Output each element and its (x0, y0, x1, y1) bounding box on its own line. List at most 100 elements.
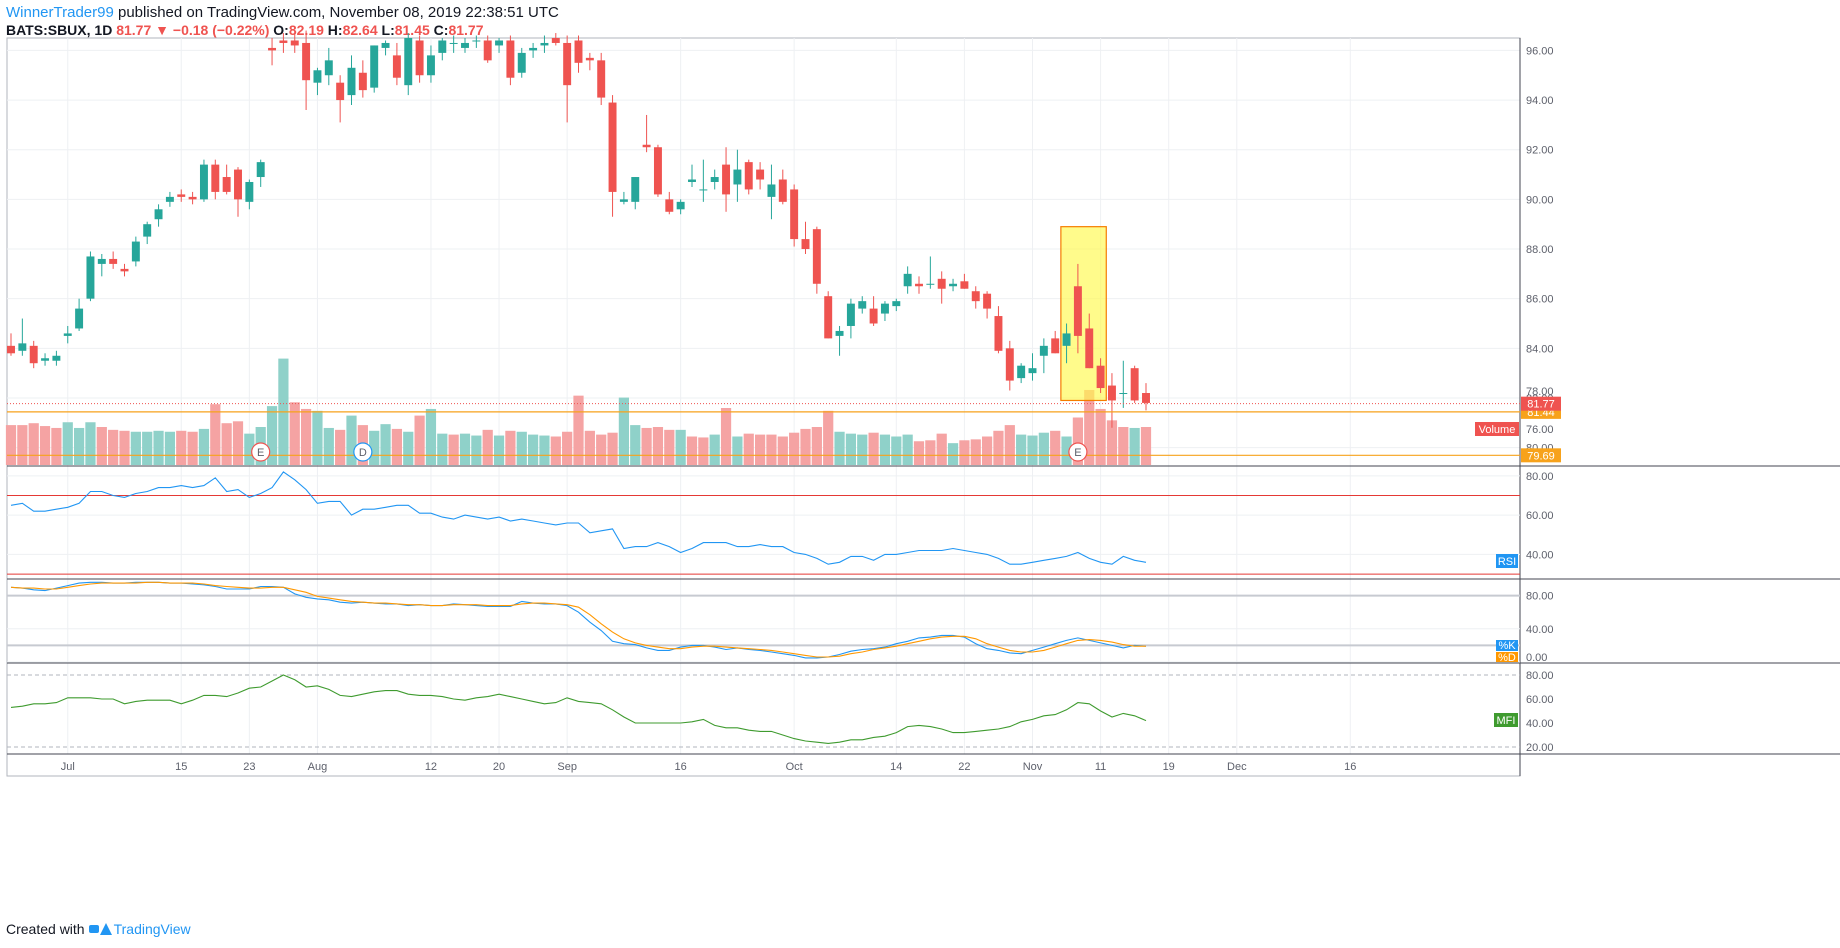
candle (869, 296, 878, 326)
volume-bar (777, 436, 788, 465)
candle-body (483, 40, 492, 61)
candle (994, 306, 1003, 354)
candle (75, 298, 84, 331)
candle-body (801, 239, 810, 250)
candle-body (154, 209, 163, 220)
candle (608, 95, 617, 217)
candle-body (1051, 338, 1060, 354)
candle (903, 266, 912, 294)
candle-body (619, 199, 628, 202)
earnings-marker (251, 442, 271, 462)
volume-bar (959, 440, 970, 465)
candle (18, 318, 27, 356)
candle-body (563, 42, 572, 86)
candle-body (472, 40, 481, 42)
volume-bar (187, 431, 198, 465)
candle (438, 38, 447, 61)
price-tick-label: 92.00 (1526, 145, 1554, 157)
stoch-tick-label: 80.00 (1526, 591, 1554, 603)
created-with-text: Created with (6, 921, 85, 937)
published-text: published on TradingView.com, November 0… (113, 4, 559, 21)
volume-bar (789, 432, 800, 465)
candle (1085, 313, 1094, 369)
chart-header: WinnerTrader99 published on TradingView.… (0, 0, 1840, 44)
candle-body (392, 55, 401, 78)
candle-body (1005, 348, 1014, 381)
x-tick-label: Oct (786, 761, 803, 773)
candle (1028, 353, 1037, 381)
candle-body (960, 281, 969, 289)
candle-body (199, 164, 208, 200)
volume-bar (1129, 427, 1140, 465)
candle (381, 40, 390, 56)
candle (268, 38, 277, 66)
volume-bar (1106, 420, 1118, 465)
candle (563, 35, 572, 123)
candle-body (506, 40, 515, 78)
stoch-d-label: %D (1498, 652, 1516, 664)
volume-bar (902, 434, 913, 465)
candle-body (915, 283, 923, 287)
candle (41, 353, 50, 366)
candle (1130, 365, 1139, 403)
volume-bar (1004, 425, 1015, 465)
volume-bar (85, 422, 96, 465)
candle-body (256, 162, 265, 178)
volume-bar (62, 422, 73, 465)
volume-bar (936, 433, 947, 465)
volume-bar (618, 397, 630, 465)
candle (347, 55, 356, 106)
volume-bar (675, 429, 686, 465)
candle (597, 52, 606, 106)
volume-bar (437, 433, 448, 465)
volume-bar (96, 427, 107, 465)
candle (688, 164, 696, 187)
candle-body (1062, 333, 1071, 346)
candle-body (744, 162, 753, 190)
volume-bar (323, 427, 334, 465)
stoch-d-badge (1496, 652, 1518, 662)
rsi-tick-label: 80.00 (1526, 471, 1554, 483)
symbol-label[interactable]: BATS:SBUX, 1D (6, 22, 113, 38)
volume-bar (5, 425, 17, 465)
candle-body (790, 189, 799, 240)
candle (960, 273, 969, 289)
stoch-k-label: %K (1498, 640, 1516, 652)
volume-bar (539, 435, 550, 465)
candle-body (63, 333, 72, 336)
candle-body (41, 358, 50, 361)
earnings-marker-label: E (1074, 447, 1081, 459)
volume-bar (335, 429, 346, 465)
candle (86, 251, 95, 302)
candle-body (869, 308, 878, 324)
candle (279, 33, 288, 53)
candle-body (812, 229, 821, 284)
down-arrow-icon: ▼ (155, 22, 169, 38)
candle (256, 159, 265, 187)
stoch-tick-label: 40.00 (1526, 624, 1554, 636)
candle-body (120, 268, 129, 272)
volume-bar (198, 428, 210, 465)
x-tick-label: Aug (308, 761, 328, 773)
volume-bar (289, 402, 300, 465)
candle-body (835, 330, 844, 336)
candle (540, 35, 549, 53)
volume-bar (505, 430, 516, 465)
candle (744, 159, 753, 195)
stoch-k-badge (1496, 640, 1518, 651)
footer: Created with TradingView (6, 921, 191, 937)
author-link[interactable]: WinnerTrader99 (6, 4, 114, 21)
volume-bar (1084, 389, 1095, 465)
mfi-tick-label: 60.00 (1526, 694, 1554, 706)
tradingview-brand: TradingView (113, 921, 191, 937)
candle (211, 159, 220, 200)
volume-bar (119, 430, 130, 465)
candle (302, 30, 311, 110)
volume-bar (630, 425, 641, 465)
candle-body (86, 256, 95, 299)
volume-bar (391, 428, 403, 465)
candle-body (279, 40, 288, 43)
tradingview-link[interactable]: TradingView (88, 921, 191, 937)
mfi-tick-label: 20.00 (1526, 742, 1554, 754)
